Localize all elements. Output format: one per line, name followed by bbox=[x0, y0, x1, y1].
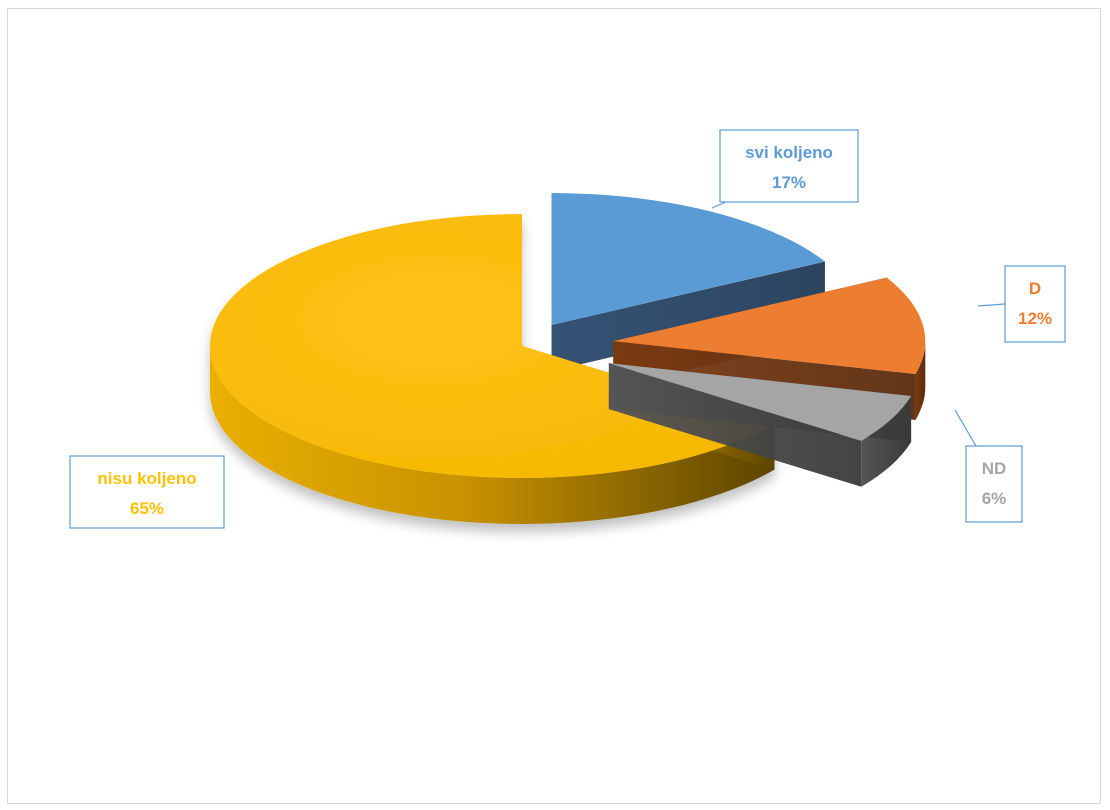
data-label-d: D 12% bbox=[1004, 265, 1066, 343]
data-label-value: 17% bbox=[772, 173, 806, 192]
slice-top-face bbox=[608, 363, 912, 441]
slice-top-face bbox=[613, 277, 926, 374]
data-label-box bbox=[719, 129, 859, 203]
leader-line bbox=[954, 409, 977, 447]
data-label-box bbox=[69, 455, 225, 529]
data-label-box bbox=[1004, 265, 1066, 343]
data-label-value: 65% bbox=[130, 499, 164, 518]
data-label-nd: ND 6% bbox=[965, 445, 1023, 523]
leader-line bbox=[977, 303, 1006, 307]
data-label-svi-koljeno: svi koljeno 17% bbox=[719, 129, 859, 203]
pie-slice-nd bbox=[608, 363, 912, 487]
data-label-box bbox=[965, 445, 1023, 523]
data-label-nisu-koljeno: nisu koljeno 65% bbox=[69, 455, 225, 529]
data-label-value: 6% bbox=[982, 489, 1007, 508]
slice-side-wall bbox=[915, 341, 926, 420]
data-label-category: D bbox=[1029, 279, 1041, 298]
slice-side-wall bbox=[210, 346, 775, 524]
leader-line bbox=[711, 201, 727, 209]
data-label-category: nisu koljeno bbox=[97, 469, 196, 488]
slice-cut-face bbox=[608, 363, 862, 487]
data-label-category: ND bbox=[982, 459, 1007, 478]
data-label-value: 12% bbox=[1018, 309, 1052, 328]
slice-top-face bbox=[551, 193, 825, 326]
data-label-category: svi koljeno bbox=[745, 143, 833, 162]
